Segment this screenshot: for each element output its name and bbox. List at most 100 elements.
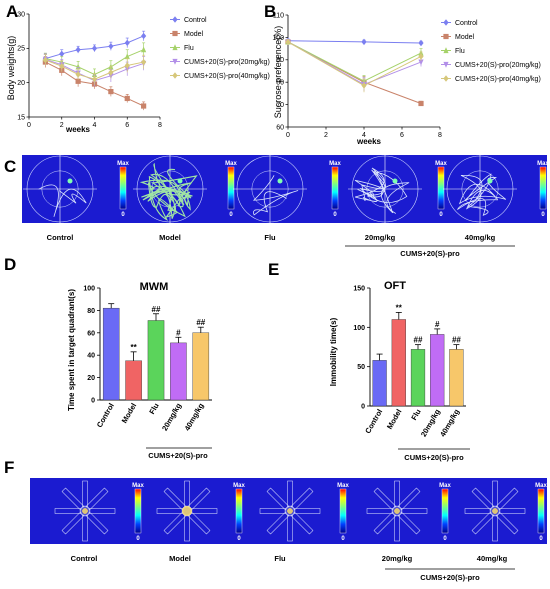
chart-b-ylabel: Sucrose preference(%): [273, 26, 283, 119]
data-point-high: [141, 58, 147, 66]
data-point-control: [141, 32, 147, 40]
maze-arm: [495, 487, 519, 511]
maze-Control: [54, 480, 116, 542]
colorbar-f-0: Max 0: [132, 483, 144, 542]
panel-c-tracks: Max 0 Max 0 Max 0 Max 0 Max 0: [23, 154, 549, 224]
maze-hub: [489, 505, 501, 517]
legend-marker-control: [172, 16, 178, 23]
data-point-high: [59, 62, 65, 70]
chart-d-title: MWM: [140, 281, 169, 293]
data-point-high: [108, 69, 114, 76]
y-tick-label: 0: [361, 404, 365, 411]
colorbar-gradient: [119, 166, 127, 210]
data-point-control: [108, 43, 114, 50]
maze-center-hotspot: [287, 508, 293, 514]
swim-track: [354, 167, 410, 214]
maze-arm: [471, 487, 495, 511]
maze-arm: [397, 487, 421, 511]
maze-center-hotspot: [182, 506, 192, 516]
data-point-control: [59, 50, 65, 58]
panel-c-label-40mg: 40mg/kg: [465, 233, 496, 242]
colorbar-max-label: Max: [439, 483, 451, 489]
colorbar-min-label: 0: [443, 536, 447, 542]
data-point-high: [42, 56, 48, 64]
chart-a-ylabel: Body weights(g): [6, 36, 16, 101]
platform-hotspot: [177, 178, 183, 184]
significance-mark: ##: [152, 305, 161, 314]
maze-center-hotspot: [394, 508, 400, 514]
colorbar-max-label: Max: [329, 161, 341, 167]
chart-a-xlabel: weeks: [65, 125, 91, 134]
y-tick-label: 80: [276, 80, 284, 87]
colorbar-max-label: Max: [225, 161, 237, 167]
data-point-control: [361, 38, 367, 46]
y-tick-label: 50: [357, 364, 365, 371]
data-point-high: [285, 38, 291, 46]
bar-Control: [372, 360, 387, 407]
maze-Flu: [259, 480, 321, 542]
colorbar-c-0: Max 0: [117, 161, 129, 218]
data-point-flu: [141, 46, 147, 53]
legend-b-model: Model: [455, 34, 475, 41]
maze-arm: [394, 480, 400, 508]
significance-mark: #: [435, 320, 440, 329]
colorbar-gradient: [539, 166, 547, 210]
maze-40mg/kg: [464, 480, 526, 542]
pool-20mg/kg: [348, 154, 422, 224]
pool-Model: [133, 154, 207, 224]
colorbar-min-label: 0: [541, 212, 545, 218]
colorbar-gradient: [537, 488, 545, 534]
maze-arm: [287, 514, 293, 542]
maze-arm: [495, 511, 519, 535]
colorbar-gradient: [227, 166, 235, 210]
maze-arm: [85, 487, 109, 511]
colorbar-max-label: Max: [535, 483, 547, 489]
significance-mark: #: [176, 328, 181, 337]
maze-arm: [266, 487, 290, 511]
colorbar-f-2: Max 0: [337, 483, 349, 542]
bar-Control: [102, 307, 120, 401]
legend-marker-flu: [172, 44, 178, 51]
panel-label-d: D: [4, 255, 16, 274]
colorbar-max-label: Max: [117, 161, 129, 167]
maze-arm: [394, 514, 400, 542]
panel-c-swim-paths: Max 0 Max 0 Max 0 Max 0 Max 0 Control Model Flu 2…: [22, 154, 549, 258]
colorbar-min-label: 0: [439, 212, 443, 218]
bar-40mg/kg: [192, 332, 210, 401]
platform-hotspot: [67, 178, 73, 184]
maze-arm: [82, 514, 88, 542]
legend-marker-high: [172, 72, 178, 79]
y-tick-label: 150: [353, 286, 365, 293]
panel-f-label-flu: Flu: [274, 554, 286, 563]
maze-arm: [464, 508, 492, 514]
y-tick-label: 30: [17, 11, 25, 18]
significance-mark: **: [396, 303, 403, 312]
colorbar-gradient: [134, 488, 142, 534]
panel-label-c: C: [4, 157, 16, 176]
maze-center-hotspot: [492, 508, 498, 514]
y-tick-label: 15: [17, 114, 25, 121]
swim-track: [252, 175, 299, 216]
chart-e-title: OFT: [384, 280, 406, 292]
significance-mark: ##: [452, 336, 461, 345]
y-tick-label: 25: [17, 46, 25, 53]
panel-f-label-20mg: 20mg/kg: [382, 554, 413, 563]
panel-f-tracks: Max 0 Max 0 Max 0 Max 0 Max 0: [54, 480, 547, 542]
legend-a-flu: Flu: [184, 45, 194, 52]
maze-arm: [492, 480, 498, 508]
legend-a-low: CUMS+20(S)-pro(20mg/kg): [184, 59, 270, 66]
bar-Flu: [410, 349, 426, 407]
x-tick-label: 0: [27, 122, 31, 129]
panel-f-radial-maze: Max 0 Max 0 Max 0 Max 0 Max 0 Control Model Flu 2…: [30, 478, 547, 582]
data-point-control: [124, 39, 130, 47]
chart-d-mwm: MWM Time spent in target quadrant(s) CUM…: [67, 281, 212, 460]
data-point-high: [91, 76, 98, 83]
colorbar-gradient: [437, 166, 445, 210]
colorbar-min-label: 0: [341, 536, 345, 542]
x-tick-label: 6: [125, 122, 129, 129]
maze-arm: [54, 508, 82, 514]
maze-arm: [290, 487, 314, 511]
x-tick-label: 8: [438, 132, 442, 139]
platform-hotspot: [277, 178, 283, 184]
bar-Model: [391, 319, 406, 407]
